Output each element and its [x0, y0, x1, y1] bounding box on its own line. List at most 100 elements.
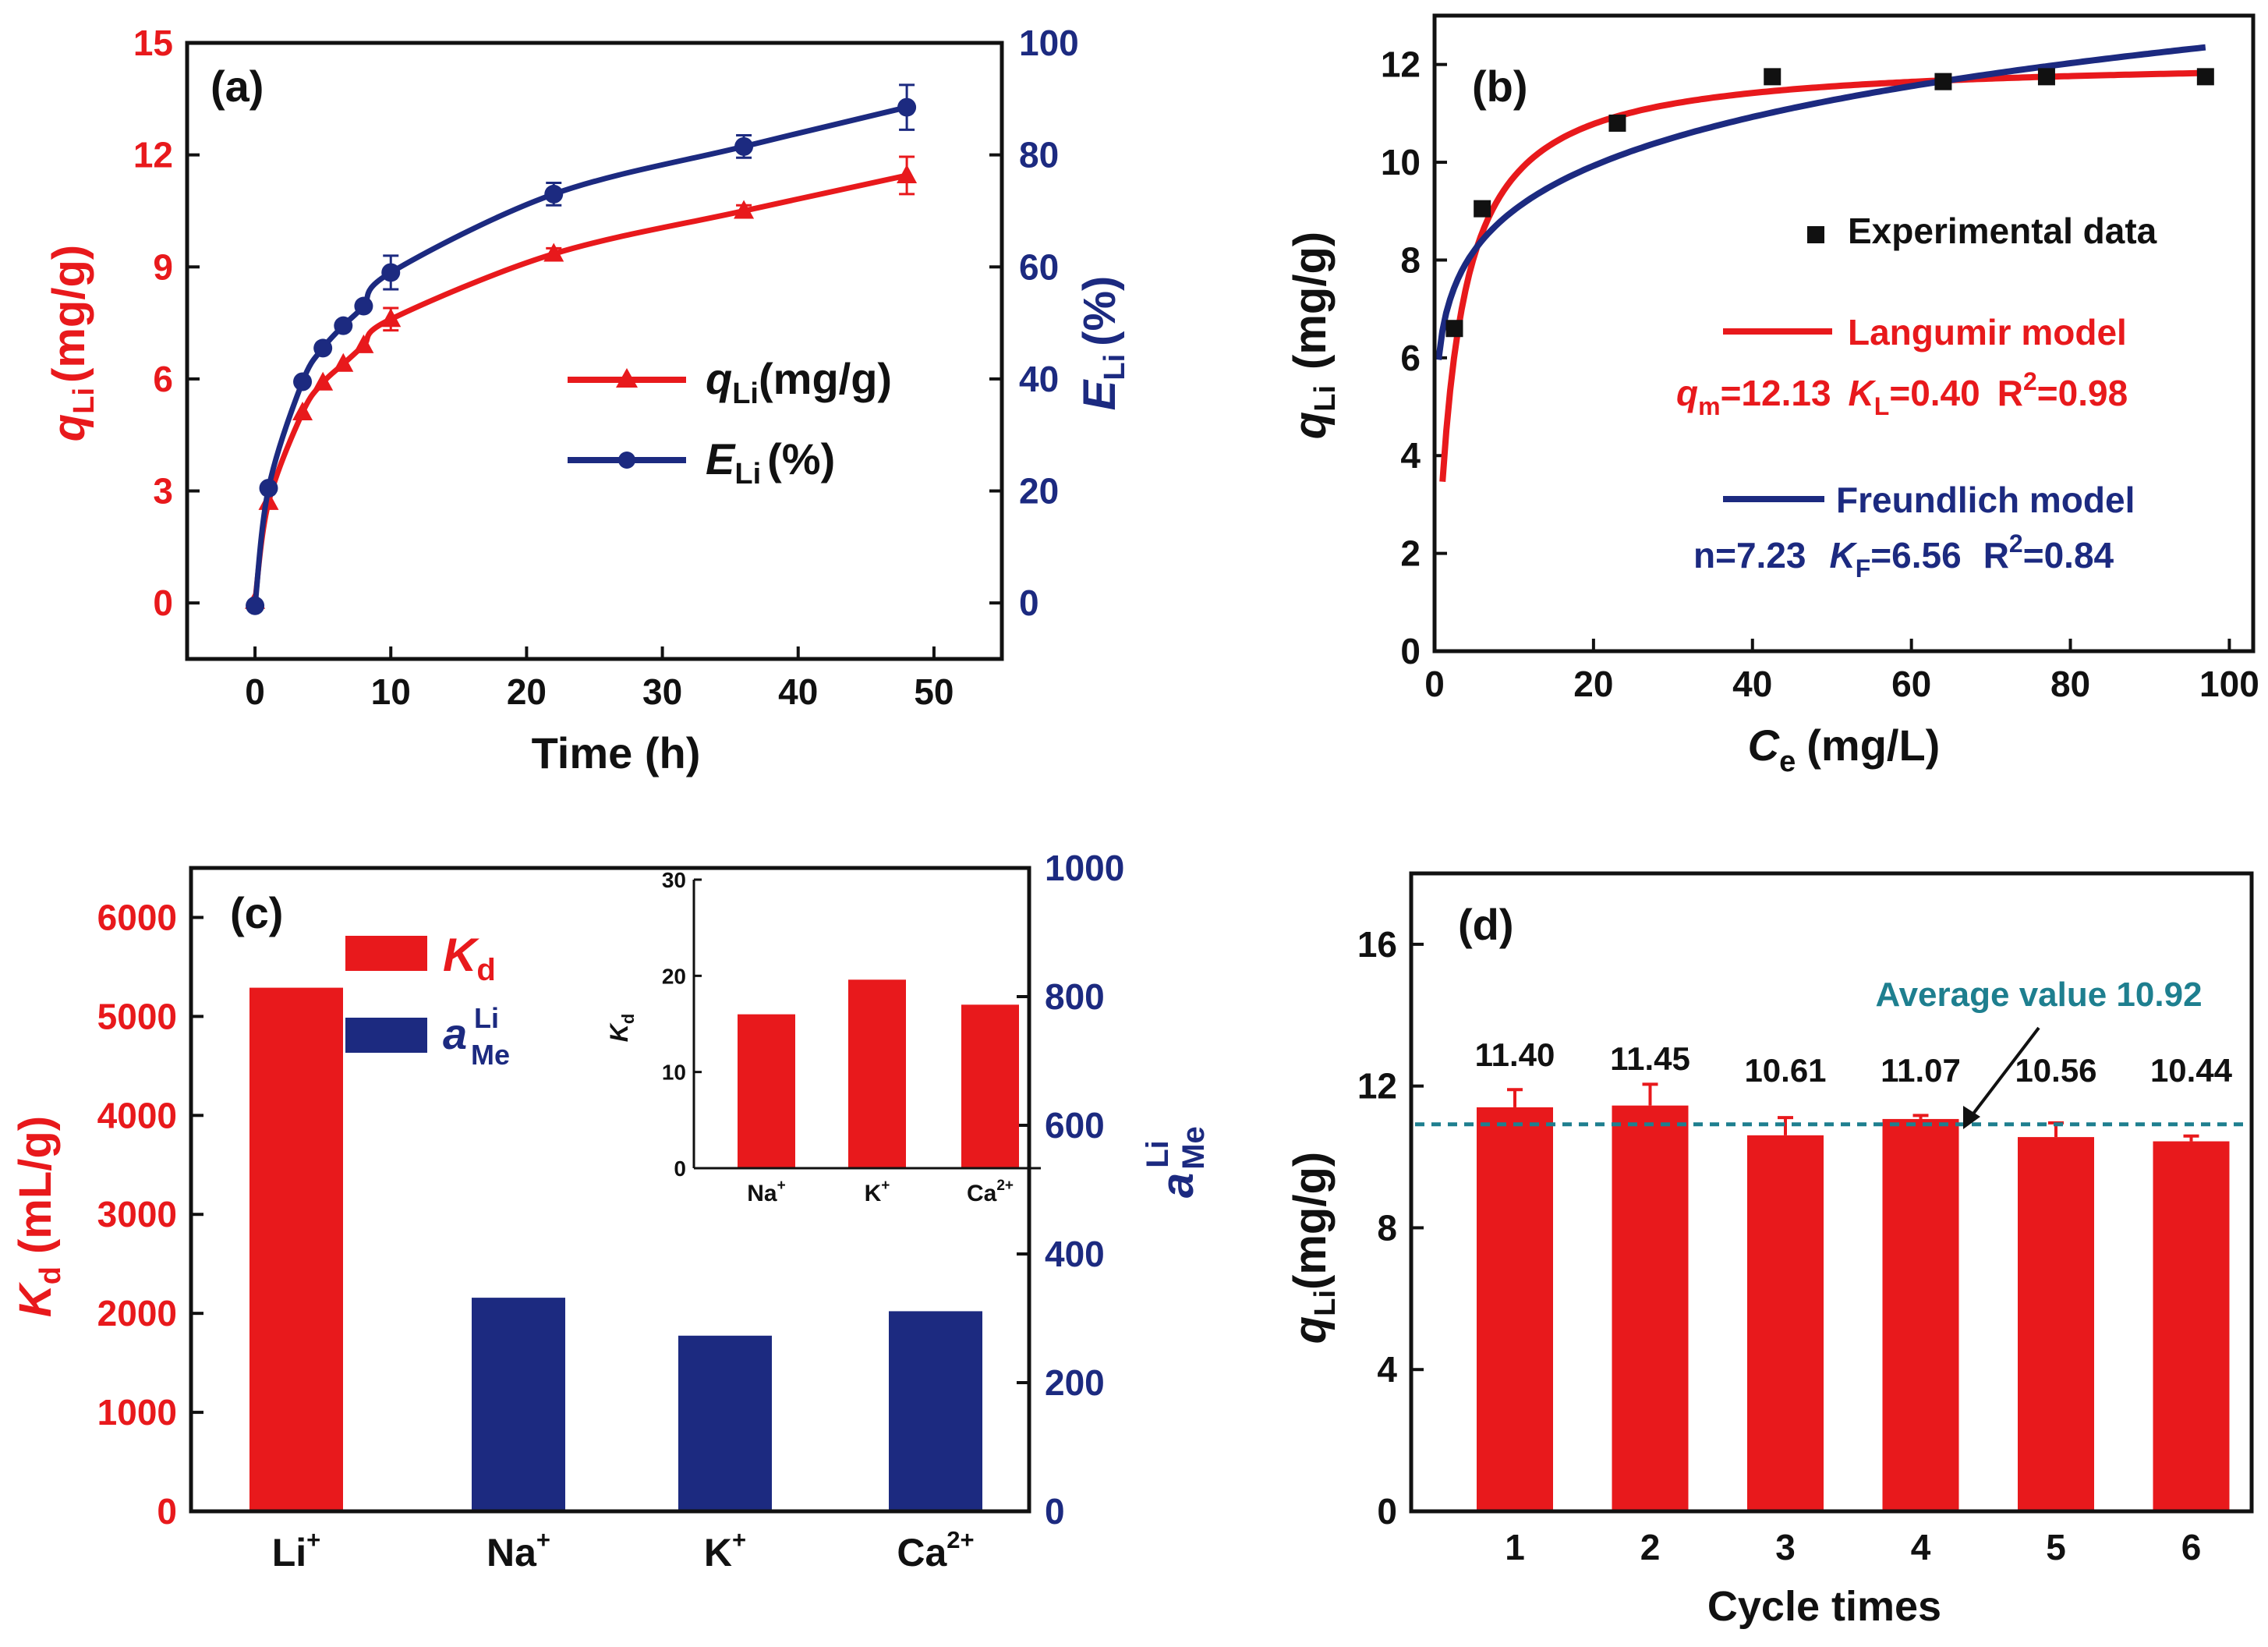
c-y2tick-label: 1000 [1045, 848, 1124, 888]
a-point-e [293, 372, 313, 391]
a-ytick-label: 6 [153, 359, 173, 399]
c-ytick-label: 3000 [97, 1194, 177, 1234]
b-experimental-point [1764, 68, 1781, 86]
b-ytick-label: 10 [1381, 142, 1421, 182]
a-point-q [333, 352, 354, 372]
b-ytick-label: 12 [1381, 44, 1421, 85]
a-xtick-label: 50 [914, 671, 954, 712]
d-bar-value-label: 10.61 [1744, 1052, 1826, 1089]
panel-b-legend: Experimental data Langumir model qm=12.1… [1676, 211, 2157, 583]
b-xtick-label: 80 [2050, 664, 2090, 704]
legend-kd-label: Kd [443, 929, 496, 987]
panel-c-inset: 0 10 20 30 Na+ K+ Ca2+ Kd [605, 868, 1041, 1206]
inset-xtick-label: Ca2+ [967, 1178, 1014, 1206]
langmuir-params: qm=12.13 KL=0.40 R2=0.98 [1676, 367, 2128, 420]
svg-text:Me: Me [1176, 1126, 1211, 1170]
inset-ylabel: Kd [605, 1014, 638, 1043]
inset-ticks: 0 10 20 30 Na+ K+ Ca2+ [662, 868, 1014, 1206]
a-xtick-label: 20 [507, 671, 547, 712]
panel-c-data [249, 987, 982, 1511]
legend-a-sup: Li [474, 1002, 499, 1034]
a-point-e [259, 478, 278, 498]
b-langmuir-curve [1439, 69, 2206, 482]
a-xtick-label: 30 [642, 671, 682, 712]
inset-xtick-label: K+ [865, 1178, 890, 1206]
a-point-e [246, 596, 265, 615]
d-xtick-label: 3 [1775, 1527, 1796, 1567]
d-xtick-label: 6 [2181, 1527, 2202, 1567]
c-ytick-label: 6000 [97, 897, 177, 937]
d-bar-value-label: 11.07 [1881, 1052, 1961, 1089]
panel-d-frame [1409, 871, 2254, 1514]
d-ytick-label: 8 [1377, 1207, 1397, 1248]
c-ytick-label: 0 [157, 1491, 177, 1532]
legend-q-label: qLi(mg/g) [706, 354, 892, 410]
c-ytick-label: 1000 [97, 1392, 177, 1433]
a-y2tick-label: 80 [1019, 135, 1059, 175]
freundlich-params: n=7.23 KF=6.56 R2=0.84 [1693, 530, 2114, 583]
a-point-e [313, 338, 333, 358]
a-y2tick-label: 100 [1019, 23, 1079, 63]
svg-text:a: a [1152, 1173, 1203, 1198]
a-point-q [897, 164, 918, 183]
a-ytick-label: 0 [153, 583, 173, 623]
legend-kd-swatch [345, 936, 427, 971]
panel-c-ylabel-right: a Li Me [1141, 1126, 1211, 1198]
a-point-e [334, 316, 353, 335]
d-xtick-label: 4 [1911, 1527, 1931, 1567]
b-xtick-label: 60 [1891, 664, 1931, 704]
a-point-e [734, 136, 754, 156]
average-arrow-head [1963, 1106, 1980, 1129]
panel-d-ylabel: qLi(mg/g) [1285, 1152, 1342, 1344]
a-point-q [734, 200, 755, 219]
inset-ytick-label: 0 [674, 1156, 686, 1181]
a-y2tick-label: 20 [1019, 471, 1059, 512]
d-ytick-label: 0 [1377, 1491, 1397, 1532]
b-ytick-label: 8 [1400, 239, 1421, 280]
a-xtick-label: 0 [245, 671, 265, 712]
c-xtick-label: Ca2+ [897, 1526, 974, 1574]
panel-c: 0100020003000400050006000020040060080010… [10, 848, 1211, 1574]
d-xtick-label: 1 [1505, 1527, 1525, 1567]
b-ytick-label: 4 [1400, 435, 1421, 476]
b-xtick-label: 0 [1424, 664, 1445, 704]
d-bar [1747, 1135, 1824, 1511]
a-point-q [543, 243, 564, 262]
b-experimental-point [1445, 320, 1463, 338]
panel-a: 0 3 6 9 12 15 0 20 40 60 80 100 0 10 20 30 40 50 (a) qLi(… [44, 23, 1131, 777]
panel-b-xlabel: Ce (mg/L) [1748, 721, 1941, 778]
a-xtick-label: 10 [371, 671, 411, 712]
a-y2tick-label: 0 [1019, 583, 1039, 623]
a-point-e [897, 97, 917, 117]
panel-a-frame [185, 41, 1004, 661]
panel-c-ylabel-left: Kd(mL/g) [10, 1116, 67, 1317]
d-ytick-label: 12 [1357, 1066, 1397, 1107]
a-point-e [354, 296, 373, 316]
c-ytick-label: 2000 [97, 1293, 177, 1334]
d-xtick-label: 5 [2046, 1527, 2066, 1567]
b-xtick-label: 20 [1573, 664, 1613, 704]
panel-c-legend: Kd a Li Me [345, 929, 510, 1071]
panel-d-xlabel: Cycle times [1707, 1583, 1941, 1630]
b-experimental-point [2196, 68, 2214, 86]
b-xtick-label: 40 [1732, 664, 1772, 704]
c-y2tick-label: 400 [1045, 1234, 1105, 1274]
c-xtick-label: K+ [704, 1526, 746, 1574]
inset-data [738, 979, 1019, 1168]
c-xtick-label: Na+ [487, 1526, 550, 1574]
panel-b-data [1435, 44, 2214, 482]
a-y2tick-label: 40 [1019, 359, 1059, 399]
legend-e-label: ELi (%) [706, 434, 835, 491]
panel-a-label: (a) [211, 62, 264, 111]
panel-a-ylabel-left: qLi(mg/g) [44, 245, 101, 441]
legend-freundlich-label: Freundlich model [1836, 480, 2135, 520]
c-y2tick-label: 800 [1045, 976, 1105, 1017]
d-xtick-label: 2 [1640, 1527, 1661, 1567]
panel-a-ticks: 0 3 6 9 12 15 0 20 40 60 80 100 0 10 20 30 40 50 [133, 23, 1079, 712]
inset-xtick-label: Na+ [747, 1178, 785, 1206]
inset-bar [848, 979, 906, 1168]
c-y2tick-label: 200 [1045, 1362, 1105, 1403]
a-ytick-label: 9 [153, 246, 173, 287]
